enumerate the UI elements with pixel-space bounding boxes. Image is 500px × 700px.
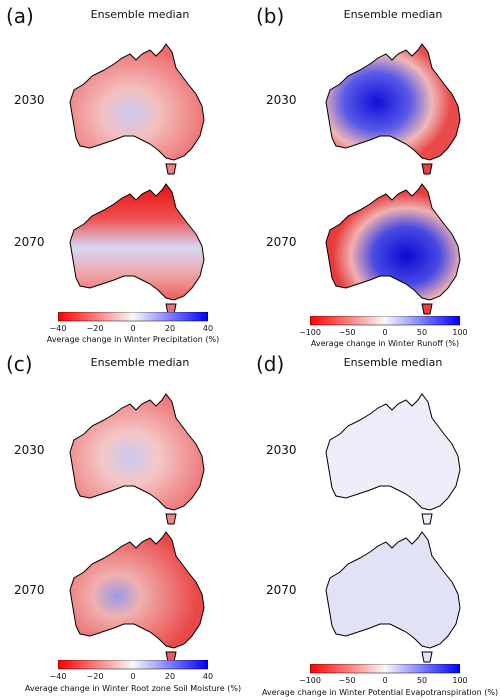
- colorbar-tick: 50: [416, 328, 428, 337]
- colorbar-tick: −40: [49, 324, 67, 333]
- row-label-2030: 2030: [14, 93, 45, 107]
- panel-c: (c) Ensemble median 2030 2070 −40 −20 0 …: [0, 350, 250, 700]
- colorbar: [310, 316, 460, 326]
- colorbar-tick: −20: [86, 672, 104, 681]
- panel-label: (b): [256, 4, 285, 28]
- colorbar-tick: −20: [86, 324, 104, 333]
- panel-a: (a) Ensemble median 2030 2070 −40 −20 0 …: [0, 0, 250, 350]
- colorbar-tick: 40: [202, 324, 214, 333]
- map-2070: [325, 531, 461, 663]
- colorbar-label: Average change in Winter Potential Evapo…: [261, 688, 499, 697]
- panel-b: (b) Ensemble median 2030 2070 −100 −50 0…: [250, 0, 500, 350]
- colorbar-label: Average change in Winter Precipitation (…: [46, 335, 220, 344]
- colorbar-tick: 0: [130, 324, 136, 333]
- colorbar-tick: 40: [202, 672, 214, 681]
- map-2030: [69, 393, 205, 525]
- map-2070: [69, 183, 205, 315]
- panel-title: Ensemble median: [90, 356, 190, 369]
- row-label-2070: 2070: [14, 583, 45, 597]
- colorbar-tick: −50: [338, 328, 356, 337]
- map-2070: [69, 531, 205, 663]
- colorbar-tick: −50: [338, 676, 356, 685]
- colorbar-tick: −100: [299, 676, 321, 685]
- colorbar-tick: 20: [164, 672, 176, 681]
- row-label-2070: 2070: [14, 235, 45, 249]
- map-2030: [325, 43, 461, 175]
- colorbar: [310, 664, 460, 674]
- panel-title: Ensemble median: [343, 8, 443, 21]
- colorbar: [58, 660, 208, 670]
- row-label-2070: 2070: [266, 235, 297, 249]
- row-label-2030: 2030: [266, 443, 297, 457]
- row-label-2030: 2030: [266, 93, 297, 107]
- row-label-2030: 2030: [14, 443, 45, 457]
- colorbar-label: Average change in Winter Runoff (%): [310, 339, 460, 348]
- colorbar-tick: −100: [299, 328, 321, 337]
- colorbar-tick: 0: [382, 328, 388, 337]
- panel-d: (d) Ensemble median 2030 2070 −100 −50 0…: [250, 350, 500, 700]
- map-2070: [325, 183, 461, 315]
- map-2030: [325, 393, 461, 525]
- colorbar-tick: 20: [164, 324, 176, 333]
- panel-title: Ensemble median: [343, 356, 443, 369]
- colorbar-tick: 50: [416, 676, 428, 685]
- panel-label: (d): [256, 352, 285, 376]
- panel-title: Ensemble median: [90, 8, 190, 21]
- colorbar: [58, 312, 208, 322]
- map-2030: [69, 43, 205, 175]
- colorbar-tick: 100: [452, 328, 468, 337]
- colorbar-tick: 100: [452, 676, 468, 685]
- colorbar-label: Average change in Winter Root zone Soil …: [24, 684, 242, 693]
- panel-label: (c): [6, 352, 33, 376]
- colorbar-tick: 0: [382, 676, 388, 685]
- colorbar-tick: 0: [130, 672, 136, 681]
- panel-label: (a): [6, 4, 34, 28]
- row-label-2070: 2070: [266, 583, 297, 597]
- colorbar-tick: −40: [49, 672, 67, 681]
